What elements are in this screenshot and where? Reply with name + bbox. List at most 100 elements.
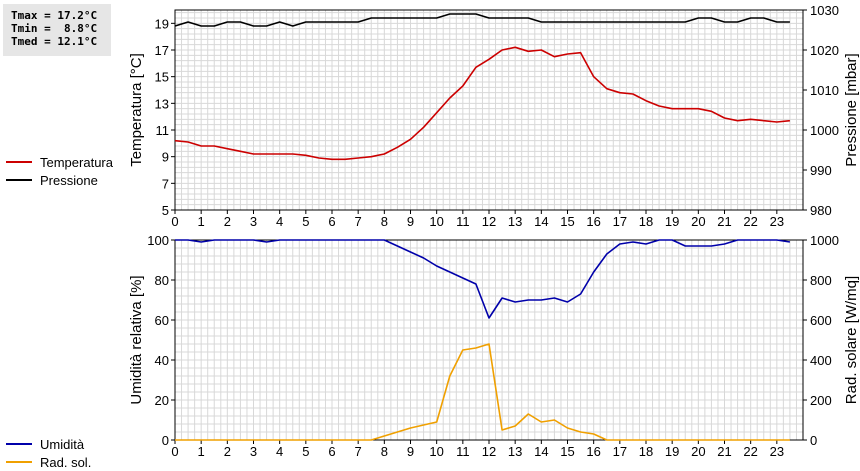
x-tick-label: 4 (276, 214, 283, 229)
y2-tick-label: 980 (810, 203, 832, 218)
y2-tick-label: 990 (810, 163, 832, 178)
y2-tick-label: 800 (810, 273, 832, 288)
series-line-pressione (174, 13, 790, 27)
x-tick-label: 17 (613, 444, 627, 459)
y2-tick-label: 0 (810, 433, 817, 448)
y-tick-label: 19 (155, 16, 169, 31)
y2-tick-label: 1030 (810, 3, 839, 18)
stats-box: Tmax = 17.2°C Tmin = 8.8°C Tmed = 12.1°C (3, 4, 111, 56)
x-tick-label: 13 (508, 214, 522, 229)
x-tick-label: 0 (171, 214, 178, 229)
x-tick-label: 23 (770, 214, 784, 229)
y2-tick-label: 1000 (810, 233, 839, 248)
legend-label-pressione: Pressione (40, 172, 98, 188)
y2-axis-label: Rad. solare [W/mq] (843, 276, 860, 404)
series-line-umidit (175, 239, 791, 319)
legend-label-umidita: Umidità (40, 436, 85, 452)
x-tick-label: 11 (456, 444, 470, 459)
x-tick-label: 19 (665, 214, 679, 229)
stats-tmax: Tmax = 17.2°C (11, 9, 98, 22)
y-tick-label: 80 (155, 273, 169, 288)
x-tick-label: 10 (429, 214, 443, 229)
y2-tick-label: 1010 (810, 83, 839, 98)
x-tick-label: 7 (355, 444, 362, 459)
legend-item-umidita: Umidità (6, 435, 91, 453)
y-tick-label: 0 (162, 433, 169, 448)
x-tick-label: 10 (429, 444, 443, 459)
x-tick-label: 16 (586, 444, 600, 459)
x-tick-label: 14 (534, 444, 548, 459)
x-tick-label: 18 (639, 214, 653, 229)
y-tick-label: 5 (162, 203, 169, 218)
x-tick-label: 3 (250, 444, 257, 459)
x-tick-label: 22 (743, 444, 757, 459)
legend-item-pressione: Pressione (6, 171, 113, 189)
y-axis-label: Temperatura [°C] (128, 53, 145, 167)
y-tick-label: 13 (155, 96, 169, 111)
x-tick-label: 1 (198, 444, 205, 459)
x-tick-label: 3 (250, 214, 257, 229)
x-tick-label: 8 (381, 214, 388, 229)
x-tick-label: 20 (691, 214, 705, 229)
y2-tick-label: 400 (810, 353, 832, 368)
legend-swatch-umidita (6, 443, 32, 445)
legend-swatch-temperatura (6, 161, 32, 163)
x-tick-label: 22 (743, 214, 757, 229)
x-tick-label: 9 (407, 444, 414, 459)
x-tick-label: 12 (482, 444, 496, 459)
legend-label-temperatura: Temperatura (40, 154, 113, 170)
x-tick-label: 21 (717, 214, 731, 229)
y-tick-label: 40 (155, 353, 169, 368)
legend-item-temperatura: Temperatura (6, 153, 113, 171)
x-tick-label: 18 (639, 444, 653, 459)
legend-swatch-pressione (6, 179, 32, 181)
y-tick-label: 17 (155, 43, 169, 58)
x-tick-label: 4 (276, 444, 283, 459)
stats-tmed: Tmed = 12.1°C (11, 35, 98, 48)
x-tick-label: 6 (328, 444, 335, 459)
y2-tick-label: 200 (810, 393, 832, 408)
x-tick-label: 23 (770, 444, 784, 459)
x-tick-label: 11 (456, 214, 470, 229)
y2-tick-label: 1000 (810, 123, 839, 138)
legend-top: Temperatura Pressione (6, 153, 113, 189)
x-tick-label: 13 (508, 444, 522, 459)
legend-swatch-radsol (6, 461, 32, 463)
y2-axis-label: Pressione [mbar] (843, 53, 860, 166)
x-tick-label: 15 (560, 444, 574, 459)
x-tick-label: 16 (586, 214, 600, 229)
y2-tick-label: 600 (810, 313, 832, 328)
chart-panel-0: 0 1 2 3 4 5 6 7 8 9 10 11 12 13 14 15 16 17 18 19 20 21 22 2357… (128, 3, 860, 229)
y-tick-label: 11 (156, 123, 170, 138)
charts-svg: 0 1 2 3 4 5 6 7 8 9 10 11 12 13 14 15 16 17 18 19 20 21 22 2357… (128, 3, 860, 459)
x-tick-label: 14 (534, 214, 548, 229)
stats-tmin: Tmin = 8.8°C (11, 22, 98, 35)
y-tick-label: 9 (162, 150, 169, 165)
y2-tick-label: 1020 (810, 43, 839, 58)
x-tick-label: 2 (224, 214, 231, 229)
y-tick-label: 20 (155, 393, 169, 408)
x-tick-label: 5 (302, 214, 309, 229)
chart-panel-1: 0 1 2 3 4 5 6 7 8 9 10 11 12 13 14 15 16 17 18 19 20 21 22 2302… (128, 233, 860, 459)
y-tick-label: 15 (155, 70, 169, 85)
x-tick-label: 6 (328, 214, 335, 229)
x-tick-label: 8 (381, 444, 388, 459)
x-tick-label: 2 (224, 444, 231, 459)
series-line-temperatura (174, 46, 790, 161)
x-tick-label: 1 (198, 214, 205, 229)
x-tick-label: 9 (407, 214, 414, 229)
x-tick-label: 5 (302, 444, 309, 459)
x-tick-label: 15 (560, 214, 574, 229)
x-tick-label: 0 (171, 444, 178, 459)
x-tick-label: 7 (355, 214, 362, 229)
x-tick-label: 12 (482, 214, 496, 229)
x-tick-label: 20 (691, 444, 705, 459)
y-tick-label: 60 (155, 313, 169, 328)
series-line-radsol (175, 343, 790, 441)
x-tick-label: 19 (665, 444, 679, 459)
y-axis-label: Umidità relativa [%] (128, 275, 145, 404)
y-tick-label: 7 (162, 176, 169, 191)
x-tick-label: 21 (717, 444, 731, 459)
x-tick-label: 17 (613, 214, 627, 229)
y-tick-label: 100 (147, 233, 169, 248)
